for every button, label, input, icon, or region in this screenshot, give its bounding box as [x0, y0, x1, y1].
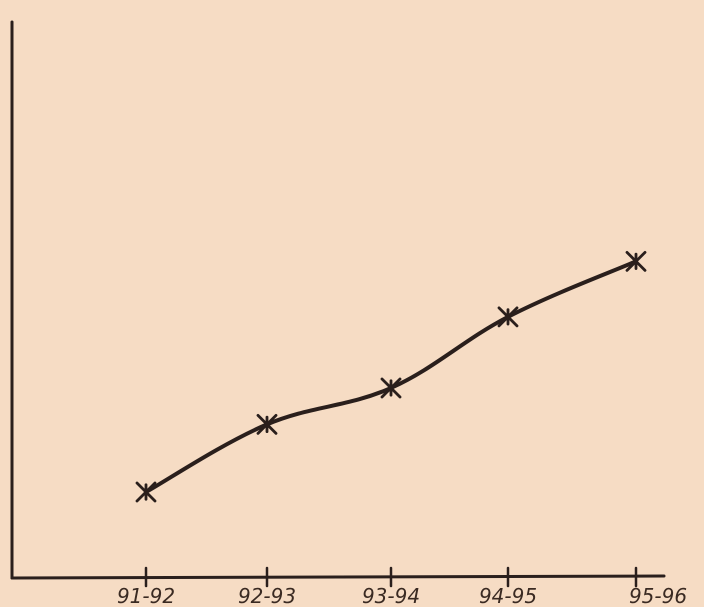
data-point-92-93	[256, 413, 278, 435]
data-point-91-92	[135, 481, 157, 503]
x-tick-label-91-92: 91-92	[117, 584, 175, 607]
data-point-94-95	[497, 306, 519, 328]
x-axis-ticks	[144, 566, 638, 588]
x-axis-line	[10, 574, 666, 580]
x-tick-label-95-96: 95-96	[629, 584, 687, 607]
data-point-93-94	[380, 377, 402, 399]
x-axis-tick-labels: 91-92 92-93 93-94 94-95 95-96	[117, 584, 687, 607]
series-layer	[135, 250, 647, 503]
data-point-95-96	[625, 250, 647, 272]
x-tick-label-93-94: 93-94	[362, 584, 420, 607]
x-tick-label-92-93: 92-93	[238, 584, 296, 607]
x-tick-label-94-95: 94-95	[479, 584, 537, 607]
series-line	[144, 259, 638, 495]
